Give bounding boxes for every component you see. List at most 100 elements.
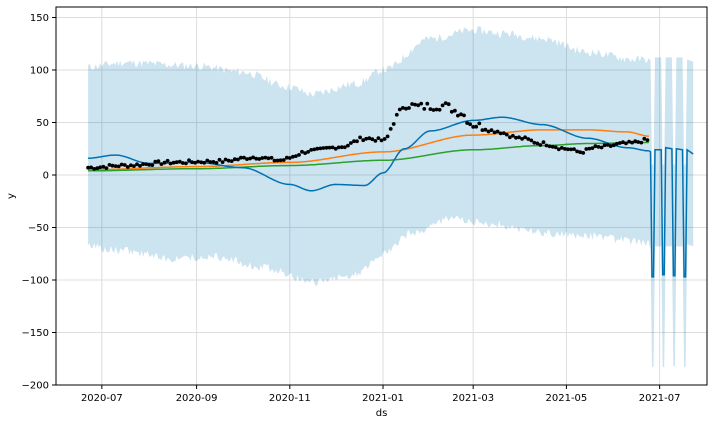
y-tick-label: 150 <box>30 13 49 24</box>
observed-point <box>401 106 405 110</box>
observed-point <box>462 113 466 118</box>
x-tick-label: 2020-07 <box>81 393 123 404</box>
observed-point <box>437 107 442 112</box>
observed-point <box>370 137 375 142</box>
observed-point <box>171 160 176 165</box>
observed-point <box>119 162 124 167</box>
observed-point <box>291 154 295 159</box>
y-tick-label: 50 <box>36 118 49 129</box>
observed-point <box>397 107 402 112</box>
uncertainty-band <box>88 26 694 368</box>
observed-point <box>336 145 341 150</box>
observed-point <box>599 145 604 150</box>
observed-point <box>486 129 491 134</box>
observed-point <box>364 136 369 141</box>
observed-point <box>526 137 531 141</box>
observed-point <box>630 140 634 145</box>
observed-points <box>86 101 650 171</box>
observed-point <box>174 160 179 165</box>
observed-point <box>495 129 500 134</box>
observed-point <box>309 148 314 152</box>
observed-point <box>122 163 127 167</box>
observed-point <box>144 162 149 167</box>
observed-point <box>113 164 118 169</box>
y-tick-label: −100 <box>22 276 49 287</box>
yhat-forecast-line <box>648 146 694 278</box>
observed-point <box>229 159 234 164</box>
observed-point <box>184 161 188 166</box>
x-tick-label: 2021-05 <box>546 393 588 404</box>
observed-point <box>611 143 616 148</box>
observed-point <box>315 146 320 151</box>
observed-point <box>321 146 326 150</box>
observed-point <box>104 166 109 171</box>
observed-point <box>272 158 277 163</box>
observed-point <box>367 136 372 141</box>
observed-point <box>382 137 387 141</box>
observed-point <box>220 160 225 165</box>
observed-point <box>480 128 485 133</box>
observed-point <box>639 140 644 145</box>
observed-point <box>489 128 494 133</box>
observed-point <box>523 135 527 140</box>
observed-point <box>254 156 259 161</box>
observed-point <box>621 140 625 145</box>
observed-point <box>358 135 362 140</box>
observed-point <box>477 121 482 126</box>
observed-point <box>569 147 573 152</box>
observed-point <box>300 149 304 154</box>
observed-point <box>306 150 310 154</box>
observed-point <box>141 162 146 167</box>
observed-point <box>559 146 564 150</box>
observed-point <box>587 146 592 151</box>
observed-point <box>242 155 246 160</box>
observed-point <box>645 138 650 143</box>
observed-point <box>529 138 534 143</box>
observed-point <box>156 159 161 164</box>
observed-point <box>211 160 216 164</box>
observed-point <box>504 132 509 137</box>
observed-point <box>236 157 240 162</box>
observed-point <box>287 156 292 160</box>
observed-point <box>544 143 549 148</box>
observed-point <box>107 163 112 167</box>
observed-point <box>483 127 488 132</box>
observed-point <box>511 133 515 138</box>
observed-point <box>538 143 543 147</box>
observed-point <box>263 155 268 160</box>
observed-point <box>147 163 152 167</box>
observed-point <box>199 160 204 165</box>
observed-point <box>159 162 164 167</box>
observed-point <box>248 156 253 161</box>
observed-point <box>446 102 451 107</box>
observed-point <box>584 147 589 151</box>
observed-point <box>532 140 537 145</box>
observed-point <box>205 158 210 163</box>
observed-point <box>535 141 540 146</box>
observed-point <box>251 155 256 160</box>
observed-point <box>379 138 384 143</box>
observed-point <box>333 146 338 151</box>
x-tick-label: 2021-07 <box>639 393 681 404</box>
observed-point <box>550 144 555 149</box>
observed-point <box>388 126 393 131</box>
observed-point <box>125 165 130 169</box>
observed-point <box>425 101 430 106</box>
x-axis-ticks: 2020-07 2020-09 2020-11 2021-01 2021-03 2021-… <box>81 385 681 404</box>
observed-point <box>642 136 647 141</box>
observed-point <box>86 165 90 170</box>
observed-point <box>339 145 344 150</box>
y-tick-label: −200 <box>22 381 49 392</box>
observed-point <box>266 156 271 161</box>
x-tick-label: 2020-11 <box>269 393 311 404</box>
observed-point <box>135 162 139 167</box>
observed-point <box>590 146 595 151</box>
observed-point <box>501 131 506 136</box>
y-tick-label: 0 <box>43 171 49 182</box>
observed-point <box>138 164 142 168</box>
observed-point <box>453 108 457 113</box>
observed-point <box>581 151 586 155</box>
observed-point <box>342 145 347 150</box>
observed-point <box>633 139 638 144</box>
